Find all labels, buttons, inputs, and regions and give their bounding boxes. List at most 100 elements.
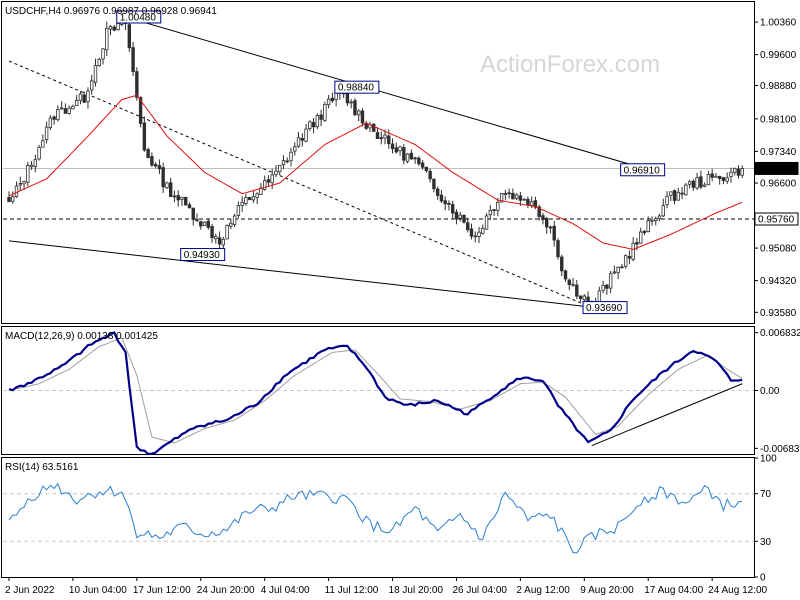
- candle: [165, 181, 169, 189]
- candle-body: [481, 227, 485, 234]
- candle: [7, 191, 11, 203]
- candle-body: [409, 152, 414, 160]
- candle-body: [597, 290, 602, 303]
- rsi-series-layer: [3, 482, 754, 554]
- macd-axis-tick-label: 0.00: [760, 386, 780, 397]
- candle: [93, 58, 98, 87]
- support-level-tag-box: [754, 212, 799, 226]
- price-label-1: 0.98840: [334, 80, 380, 94]
- candle-body: [575, 284, 579, 297]
- candle-body: [578, 295, 583, 300]
- candle-body: [52, 116, 56, 120]
- candle: [29, 161, 34, 170]
- candle-body: [379, 137, 383, 140]
- candle: [646, 216, 650, 233]
- candle: [650, 216, 654, 226]
- candle: [90, 74, 94, 95]
- candle-body: [270, 174, 274, 184]
- candle: [458, 211, 462, 222]
- candle-body: [345, 92, 350, 104]
- candle-body: [499, 192, 504, 203]
- candle-body: [48, 117, 53, 129]
- candle: [44, 121, 49, 144]
- candle-body: [691, 180, 696, 188]
- candle-body: [646, 220, 650, 232]
- candle: [496, 197, 500, 217]
- candle: [409, 149, 414, 161]
- x-axis-label: 11 Jul 12:00: [325, 585, 379, 596]
- candle: [405, 152, 410, 164]
- trendline-0: [125, 16, 638, 167]
- candle-body: [601, 285, 605, 291]
- candle: [394, 142, 399, 154]
- candle: [680, 186, 684, 200]
- candle-body: [221, 238, 226, 246]
- price-panel-title: USDCHF,H4 0.96976 0.96987 0.96928 0.9694…: [5, 6, 217, 17]
- candle: [710, 168, 714, 182]
- candle-body: [266, 179, 271, 183]
- candle-body: [285, 160, 289, 163]
- candle: [86, 87, 90, 109]
- candle-body: [293, 146, 297, 152]
- candle-body: [232, 215, 237, 225]
- candle: [11, 191, 15, 204]
- macd-signal-line: [8, 337, 743, 444]
- candle: [684, 183, 688, 196]
- candle-body: [315, 115, 320, 128]
- candle-body: [251, 196, 256, 201]
- candle-body: [214, 236, 218, 240]
- price-label-text: 1.00480: [120, 12, 157, 23]
- candle-body: [477, 231, 481, 237]
- candle: [639, 227, 643, 244]
- candle-body: [353, 100, 357, 116]
- candle: [157, 159, 162, 175]
- candle: [71, 104, 75, 110]
- candle: [372, 123, 376, 133]
- rsi-axis-tick-label: 100: [760, 454, 777, 465]
- candle-body: [526, 198, 530, 206]
- current-price-tag-text: 0.96941: [758, 164, 795, 175]
- candle-body: [462, 214, 466, 223]
- candle-body: [308, 121, 312, 129]
- candle-body: [375, 132, 380, 140]
- candle-body: [146, 149, 150, 159]
- candle: [191, 207, 195, 226]
- candle-body: [669, 191, 673, 196]
- rsi-axis-tick-label: 0: [760, 573, 766, 584]
- candle: [18, 176, 22, 192]
- candle-body: [684, 184, 688, 196]
- support-level-tag-text: 0.95760: [758, 214, 795, 225]
- candle-body: [699, 176, 703, 188]
- candle-body: [7, 197, 11, 203]
- candle: [484, 213, 489, 230]
- candle-body: [402, 147, 406, 161]
- candle-body: [514, 194, 519, 199]
- candle: [262, 175, 267, 191]
- x-axis-label: 17 Aug 04:00: [644, 585, 703, 596]
- price-axis-tick-label: 0.98100: [760, 114, 797, 125]
- candle-body: [635, 242, 639, 245]
- candle: [187, 202, 192, 209]
- candle: [308, 120, 312, 132]
- candle-body: [296, 137, 301, 147]
- candle: [67, 105, 71, 115]
- candle: [605, 284, 609, 295]
- candle: [481, 224, 485, 235]
- candle-body: [714, 175, 718, 178]
- candle-body: [172, 195, 177, 198]
- x-axis-label: 10 Jun 04:00: [69, 585, 127, 596]
- candle-body: [706, 174, 711, 186]
- candle-body: [545, 217, 549, 228]
- candle: [353, 98, 357, 117]
- candle: [56, 105, 60, 122]
- candle-body: [44, 126, 49, 140]
- current-price-tag-box: [754, 161, 799, 175]
- candle: [477, 226, 481, 244]
- candle: [281, 155, 286, 170]
- current-price-tag: 0.96941: [754, 161, 799, 175]
- candle-body: [620, 266, 624, 269]
- candle: [503, 189, 508, 200]
- candle-body: [319, 114, 323, 120]
- candle-body: [29, 164, 34, 168]
